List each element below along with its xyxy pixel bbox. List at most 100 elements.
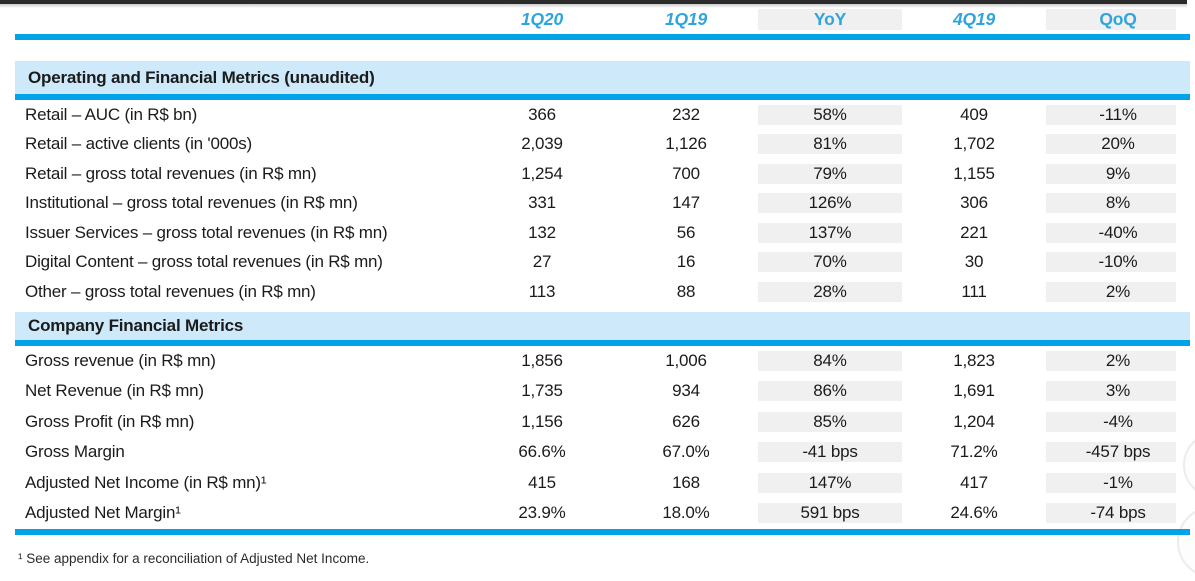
cell-value: 1,006 [665, 350, 707, 370]
section-header-band: Operating and Financial Metrics (unaudit… [15, 61, 1190, 94]
table-row: Retail – gross total revenues (in R$ mn)… [15, 159, 1190, 189]
cell-value: 24.6% [950, 503, 998, 523]
cell-value: 79% [758, 163, 902, 184]
cell-value: 81% [758, 134, 902, 155]
row-label: Retail – gross total revenues (in R$ mn) [25, 163, 317, 183]
cell-value: 232 [672, 104, 700, 124]
cell-value: 111 [961, 281, 987, 301]
cell-value: -40% [1046, 222, 1190, 243]
cell-value: 30 [964, 252, 984, 272]
table-row: Net Revenue (in R$ mn) 1,735 934 86% 1,691 3% [15, 376, 1190, 407]
cell-value: 71.2% [950, 442, 998, 462]
row-label: Issuer Services – gross total revenues (… [25, 222, 388, 242]
table-row: Gross Margin 66.6% 67.0% -41 bps 71.2% -457 b… [15, 437, 1190, 468]
cell-value: 366 [528, 104, 556, 124]
cell-value: 126% [758, 193, 902, 214]
cell-value: 3% [1046, 381, 1190, 402]
section-header-band: Company Financial Metrics [15, 311, 1190, 340]
cell-value: -4% [1046, 411, 1190, 432]
financial-metrics-table: 1Q20 1Q19 YoY 4Q19 QoQ Operating and Financi… [15, 4, 1190, 566]
cell-value: 28% [758, 281, 902, 302]
row-label: Net Revenue (in R$ mn) [25, 381, 204, 401]
cell-value: 70% [758, 252, 902, 273]
cell-value: 591 bps [758, 503, 902, 524]
table-row: Adjusted Net Margin¹ 23.9% 18.0% 591 bps 24.… [15, 498, 1190, 529]
cell-value: 1,254 [521, 163, 563, 183]
top-bar [0, 0, 1187, 8]
cell-value: 1,856 [521, 350, 563, 370]
cell-value: 23.9% [518, 503, 566, 523]
cell-value: 417 [960, 472, 988, 492]
cell-value: 8% [1046, 193, 1190, 214]
row-label: Adjusted Net Margin¹ [25, 503, 181, 523]
cell-value: 20% [1046, 134, 1190, 155]
row-label: Digital Content – gross total revenues (… [25, 252, 383, 272]
cell-value: 409 [960, 104, 988, 124]
cell-value: 168 [672, 472, 700, 492]
cell-value: 147 [672, 193, 700, 213]
cell-value: -11% [1046, 104, 1190, 125]
cell-value: 331 [528, 193, 556, 213]
cell-value: -457 bps [1046, 442, 1190, 463]
cell-value: 1,735 [521, 381, 563, 401]
footnote: ¹ See appendix for a reconciliation of A… [18, 550, 370, 566]
cell-value: 132 [528, 222, 556, 242]
table-row: Retail – active clients (in '000s) 2,039 1… [15, 130, 1190, 160]
cell-value: 626 [672, 411, 700, 431]
section-title: Operating and Financial Metrics (unaudit… [28, 67, 375, 87]
cell-value: 1,155 [953, 163, 995, 183]
column-header-yoy: YoY [758, 8, 902, 30]
cell-value: 58% [758, 104, 902, 125]
section-rows: Gross revenue (in R$ mn) 1,856 1,006 84% 1,8… [15, 346, 1190, 529]
table-row: Other – gross total revenues (in R$ mn) 1… [15, 277, 1190, 307]
section-divider-line [15, 339, 1190, 346]
cell-value: 66.6% [518, 442, 566, 462]
cell-value: 16 [676, 252, 696, 272]
cell-value: 1,204 [953, 411, 995, 431]
cell-value: -1% [1046, 472, 1190, 493]
header-divider-line [15, 34, 1190, 40]
row-label: Institutional – gross total revenues (in… [25, 193, 358, 213]
cell-value: 147% [758, 472, 902, 493]
table-row: Issuer Services – gross total revenues (… [15, 218, 1190, 248]
header-gap-row [15, 40, 1190, 61]
cell-value: 56 [676, 222, 696, 242]
column-header-qoq: QoQ [1046, 8, 1190, 30]
row-label: Adjusted Net Income (in R$ mn)¹ [25, 472, 267, 492]
cell-value: 88 [676, 281, 696, 301]
cell-value: 2% [1046, 281, 1190, 302]
row-label: Gross Margin [25, 442, 125, 462]
cell-value: 1,126 [665, 134, 707, 154]
cell-value: 934 [672, 381, 700, 401]
cell-value: 27 [532, 252, 552, 272]
cell-value: -10% [1046, 252, 1190, 273]
table-row: Digital Content – gross total revenues (… [15, 248, 1190, 278]
row-label: Retail – AUC (in R$ bn) [25, 104, 198, 124]
cell-value: 2% [1046, 350, 1190, 371]
table-row: Retail – AUC (in R$ bn) 366 232 58% 409 -11% [15, 100, 1190, 130]
cell-value: 85% [758, 411, 902, 432]
cell-value: -74 bps [1046, 503, 1190, 524]
section-rows: Retail – AUC (in R$ bn) 366 232 58% 409 -11% R… [15, 100, 1190, 307]
table-row: Institutional – gross total revenues (in… [15, 189, 1190, 219]
cell-value: 18.0% [662, 503, 710, 523]
cell-value: 137% [758, 222, 902, 243]
cell-value: 1,156 [521, 411, 563, 431]
cell-value: 1,702 [953, 134, 995, 154]
section-title: Company Financial Metrics [28, 315, 244, 335]
cell-value: 2,039 [521, 134, 563, 154]
cell-value: 84% [758, 350, 902, 371]
cell-value: 86% [758, 381, 902, 402]
column-header-row: 1Q20 1Q19 YoY 4Q19 QoQ [15, 4, 1190, 34]
column-header-4q19: 4Q19 [952, 8, 995, 29]
cell-value: 9% [1046, 163, 1190, 184]
row-label: Gross revenue (in R$ mn) [25, 350, 216, 370]
row-label: Gross Profit (in R$ mn) [25, 411, 195, 431]
cell-value: 1,691 [953, 381, 995, 401]
cell-value: -41 bps [758, 442, 902, 463]
table-row: Gross Profit (in R$ mn) 1,156 626 85% 1,204 -… [15, 407, 1190, 438]
cell-value: 67.0% [662, 442, 710, 462]
cell-value: 221 [960, 222, 988, 242]
row-label: Other – gross total revenues (in R$ mn) [25, 281, 316, 301]
cell-value: 415 [528, 472, 556, 492]
